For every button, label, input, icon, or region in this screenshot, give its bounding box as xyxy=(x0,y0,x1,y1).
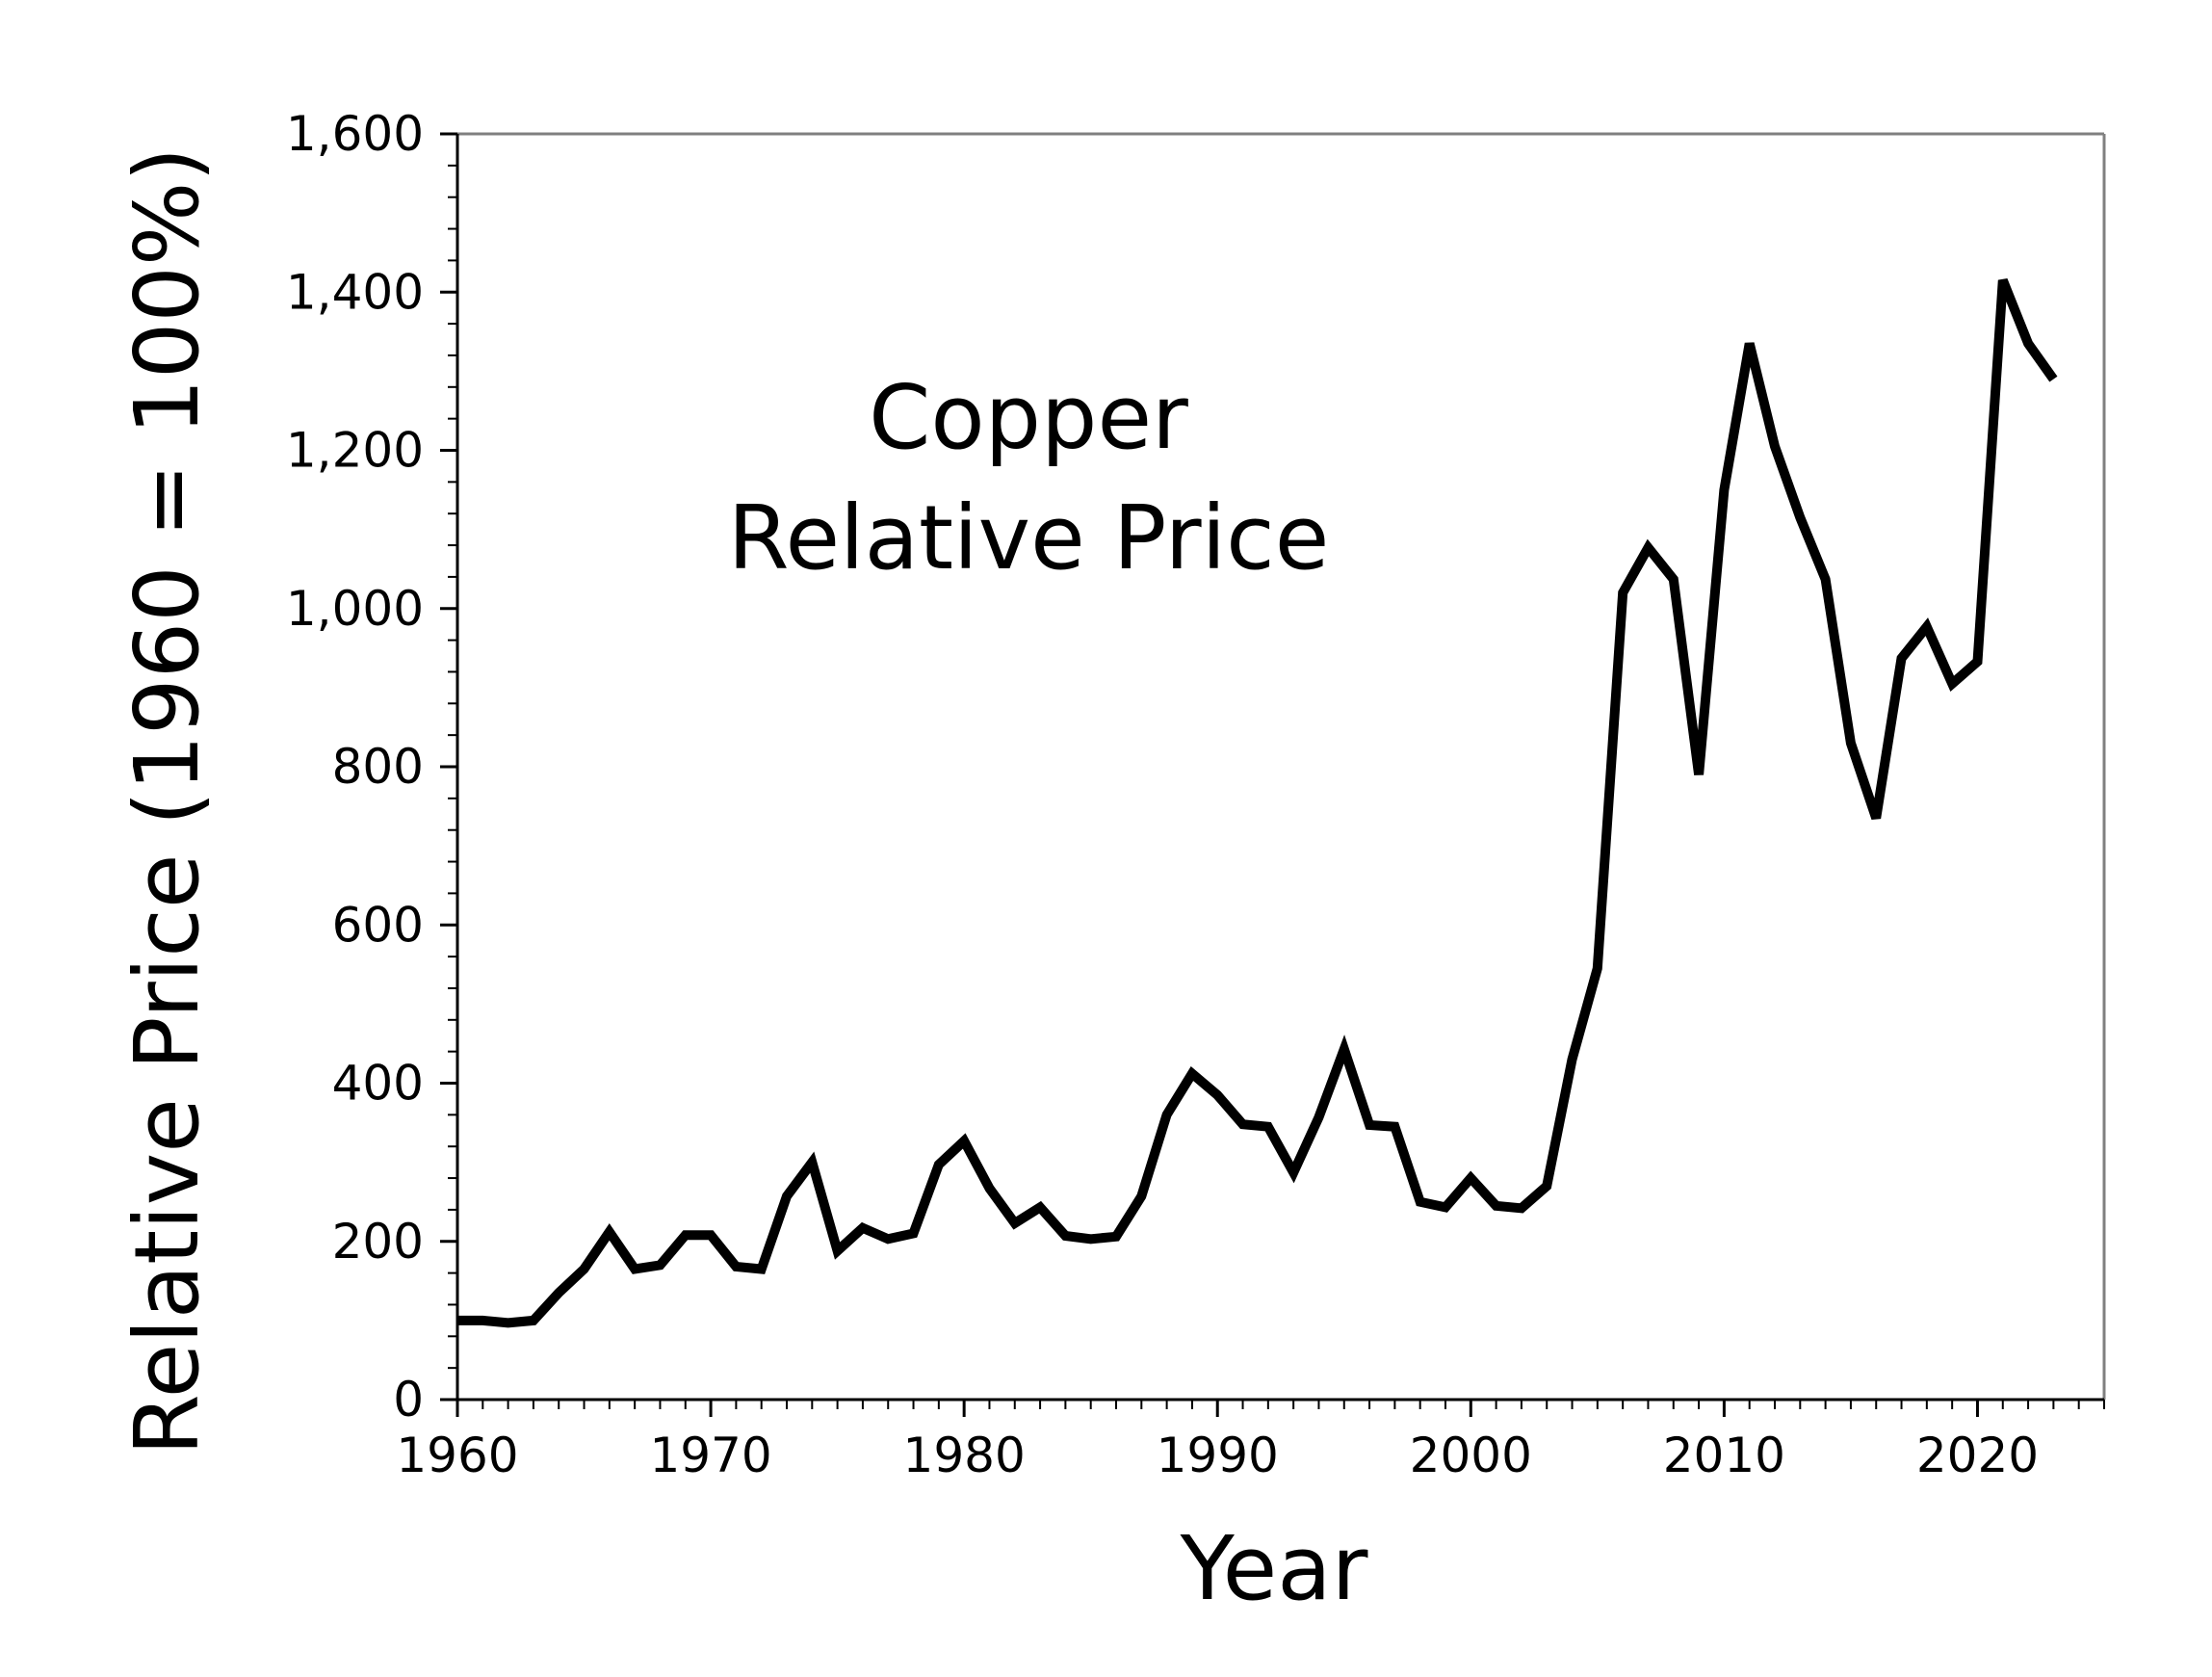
x-tick-label: 1970 xyxy=(649,1428,771,1483)
x-axis-ticks: 1960 1970 1980 1990 2000 2010 2020 xyxy=(396,1400,2039,1483)
y-tick-label: 1,400 xyxy=(286,264,424,320)
y-tick-label: 400 xyxy=(332,1056,424,1112)
x-tick-label: 1980 xyxy=(903,1428,1026,1483)
y-tick-label: 0 xyxy=(393,1372,424,1428)
chart-title-line-1: Copper xyxy=(869,366,1188,469)
x-tick-label: 1990 xyxy=(1157,1428,1279,1483)
x-tick-label: 1960 xyxy=(396,1428,518,1483)
minor-ticks xyxy=(448,164,2105,1409)
x-tick-label: 2020 xyxy=(1916,1428,2039,1483)
y-tick-label: 1,000 xyxy=(286,581,424,637)
x-tick-label: 2000 xyxy=(1410,1428,1532,1483)
y-axis-title: Relative Price (1960 = 100%) xyxy=(116,147,219,1455)
y-tick-label: 800 xyxy=(332,739,424,795)
series-group xyxy=(457,278,2058,1328)
y-tick-label: 600 xyxy=(332,897,424,953)
x-axis-title: Year xyxy=(1180,1517,1368,1620)
x-tick-label: 2010 xyxy=(1663,1428,1785,1483)
y-tick-label: 1,600 xyxy=(286,106,424,162)
y-axis-ticks: 0 200 400 600 800 1,000 1,200 1,400 1,600 xyxy=(286,106,457,1428)
series-line xyxy=(457,278,2058,1328)
chart-title-line-2: Relative Price xyxy=(728,486,1330,590)
y-tick-label: 200 xyxy=(332,1214,424,1270)
y-tick-label: 1,200 xyxy=(286,423,424,479)
